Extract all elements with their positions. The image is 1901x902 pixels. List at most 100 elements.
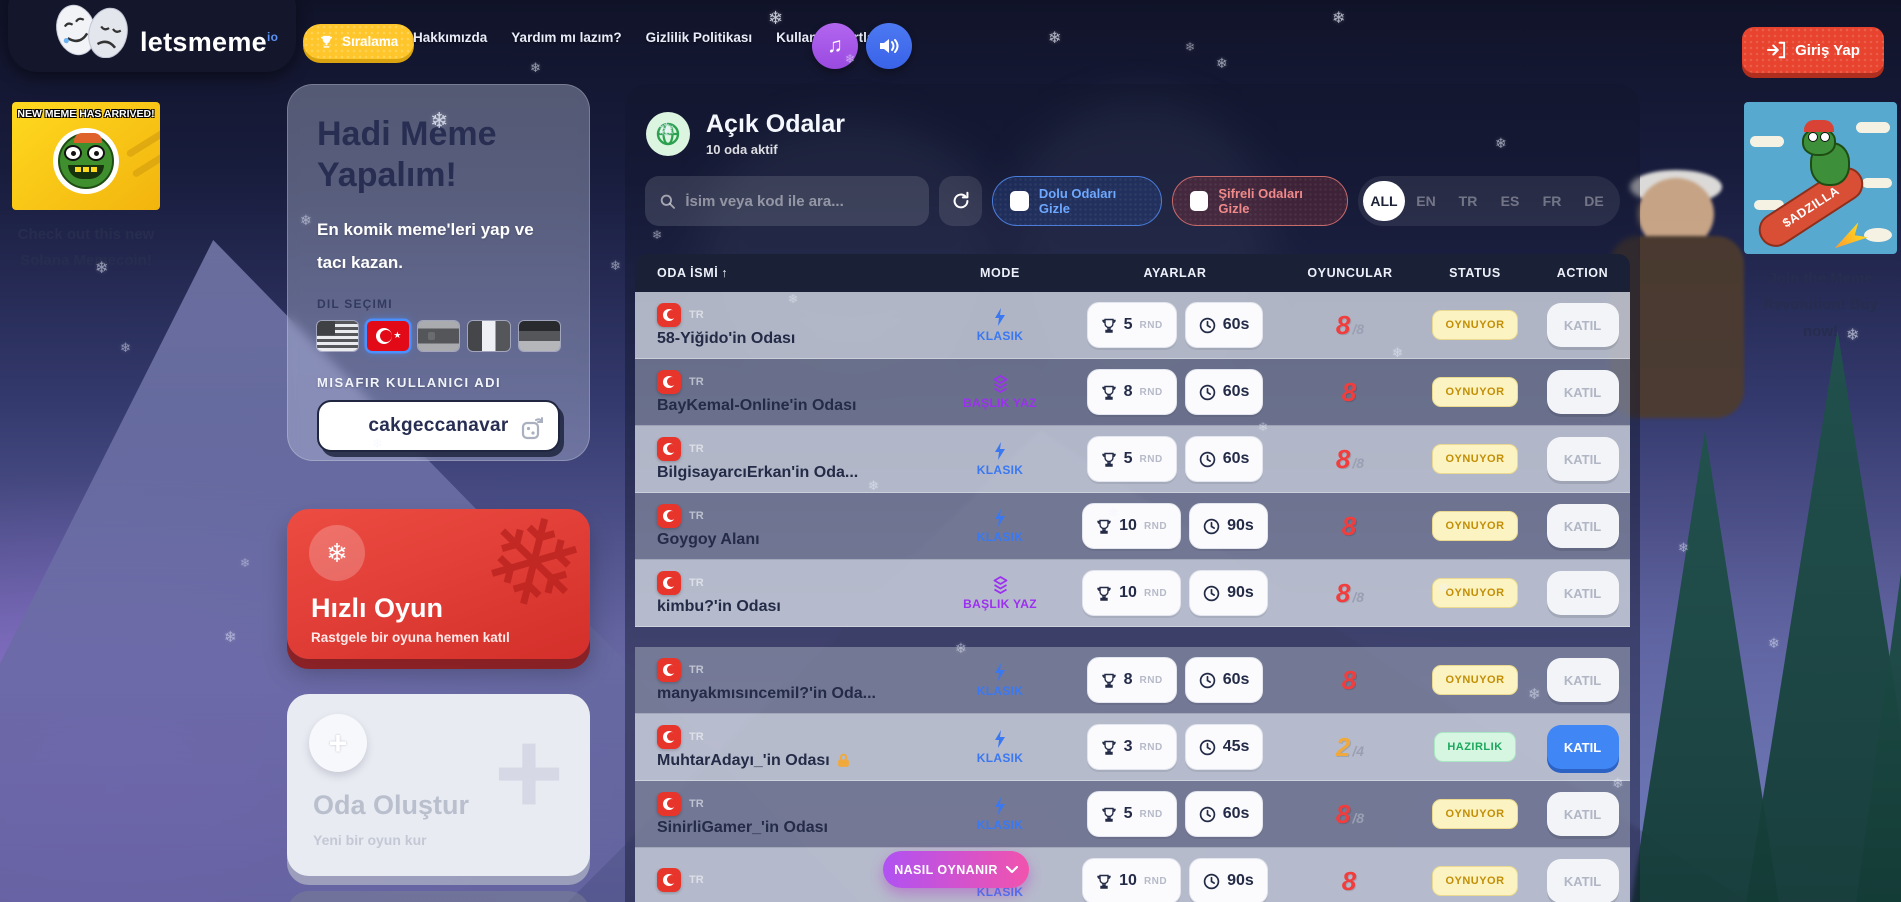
logo-suffix: io [266,30,279,44]
flag-fr[interactable] [468,321,510,352]
trophy-icon [1101,673,1116,688]
room-row: TR KLASIK 10 RND 90s 8 OYNUYOR KATIL [635,848,1630,902]
row-gap [635,627,1630,647]
tab-es[interactable]: ES [1500,193,1520,209]
nav-privacy[interactable]: Gizlilik Politikası [645,30,753,45]
flag-en[interactable] [317,321,359,352]
join-button[interactable]: KATIL [1546,792,1619,836]
login-button[interactable]: Giriş Yap [1742,27,1884,73]
room-search[interactable] [645,176,929,226]
search-input[interactable] [685,192,914,210]
flag-es[interactable] [417,321,460,352]
tab-de[interactable]: DE [1584,193,1604,209]
right-ad-banner[interactable]: $ADZILLA [1744,102,1897,254]
join-button[interactable]: KATIL [1546,859,1619,902]
rooms-table-header: ODA İSMİ ↑ MODE AYARLAR OYUNCULAR STATUS … [635,254,1630,292]
rounds-pill: 8 RND [1086,369,1177,415]
guest-username-field[interactable]: cakgeccanavar [317,400,560,453]
snowflake-icon: ❄ [1185,40,1196,54]
rounds-pill: 10 RND [1082,570,1182,616]
join-button[interactable]: KATIL [1546,370,1619,414]
snowflake-icon: ❄ [1048,30,1062,47]
room-row: TR 58-Yiğido'in Odası KLASIK 5 RND 60s 8/8 OYNU… [635,292,1630,359]
search-icon [660,194,675,209]
room-status-cell: OYNUYOR [1415,444,1535,474]
join-button[interactable]: KATIL [1546,437,1619,481]
room-mode: KLASIK [976,817,1024,832]
join-button[interactable]: KATIL [1546,658,1619,702]
leaderboard-label: Sıralama [342,34,399,49]
hide-locked-rooms-filter[interactable]: Şifreli Odaları Gizle [1171,176,1348,226]
snowflake-icon: ❄ [120,340,131,355]
rounds-pill: 5 RND [1086,436,1177,482]
tab-all[interactable]: ALL [1363,181,1405,221]
turkey-flag-icon [657,369,681,394]
dino-mascot-image [1802,120,1854,186]
room-mode: BAŞLIK YAZ [963,596,1037,611]
room-mode-cell: KLASIK [935,729,1065,765]
trophy-icon [320,35,333,48]
open-rooms-panel: Açık Odalar 10 oda aktif Dolu Oda [625,84,1640,902]
room-name-cell: TR manyakmısıncemil?'in Oda... [635,657,935,703]
tab-tr[interactable]: TR [1458,193,1478,209]
room-action-cell: KATIL [1535,504,1630,548]
room-language: TR [689,873,704,886]
room-mode: KLASIK [976,683,1024,698]
create-room-subtitle: Yeni bir oyun kur [313,832,427,848]
music-toggle-button[interactable]: ♫ [812,23,858,69]
globe-icon [646,111,690,156]
rooms-table: ODA İSMİ ↑ MODE AYARLAR OYUNCULAR STATUS … [635,254,1630,902]
music-note-icon: ♫ [827,34,843,57]
room-players-cell: 8 [1285,377,1415,408]
randomize-name-dice-icon[interactable] [520,415,546,446]
join-button[interactable]: KATIL [1546,504,1619,548]
duration-pill: 60s [1184,657,1264,703]
login-arrow-icon [1767,41,1786,59]
hide-locked-checkbox[interactable] [1189,191,1209,211]
quick-game-title: Hızlı Oyun [311,593,444,623]
room-action-cell: KATIL [1535,370,1630,414]
room-status-badge: OYNUYOR [1432,578,1518,608]
tab-fr[interactable]: FR [1542,193,1562,209]
header-room-name[interactable]: ODA İSMİ [657,266,719,280]
tab-en[interactable]: EN [1416,193,1436,209]
join-button[interactable]: KATIL [1546,725,1619,769]
player-count: 8 [1335,577,1351,608]
nav-help[interactable]: Yardım mı lazım? [511,30,622,45]
hide-full-checkbox[interactable] [1010,191,1029,211]
snowflake-icon: ❄ [768,8,784,28]
right-ad-caption: Join the Meme Revolution! Buy now! [1763,270,1878,340]
hide-full-rooms-filter[interactable]: Dolu Odaları Gizle [992,176,1162,226]
how-to-play-label: NASIL OYNANIR [894,862,998,877]
join-button[interactable]: KATIL [1546,303,1619,347]
join-button[interactable]: KATIL [1546,571,1619,615]
lightning-icon [995,662,1005,681]
flag-de[interactable] [518,321,561,352]
room-name-cell: TR SinirliGamer_'in Odası [635,791,935,837]
snowflake-decoration: ❄ [468,509,590,642]
logo[interactable]: letsmemeio [8,0,296,72]
room-mode-cell: KLASIK [935,662,1065,698]
sound-toggle-button[interactable] [866,23,912,69]
quick-game-card[interactable]: ❄ ❄ Hızlı Oyun Rastgele bir oyuna hemen … [287,509,590,659]
left-ad-banner[interactable]: NEW MEME HAS ARRIVED! [12,102,160,210]
rooms-active-count: 10 oda aktif [706,142,778,157]
flag-tr-selected[interactable]: ★ [367,321,409,352]
create-room-card[interactable]: + + Oda Oluştur Yeni bir oyun kur [287,694,590,876]
layers-icon [993,374,1007,393]
rounds-pill: 8 RND [1086,657,1177,703]
panel-header: Açık Odalar 10 oda aktif [646,110,845,157]
player-count: 2 [1335,731,1351,762]
room-name: 58-Yiğido'in Odası [657,329,796,347]
hero-subtitle: En komik meme'leri yap ve tacı kazan. [317,219,534,273]
leaderboard-button[interactable]: Sıralama [303,24,414,59]
room-row: TR Goygoy Alanı KLASIK 10 RND 90s 8 OYNUYOR KATI… [635,493,1630,560]
nav-about[interactable]: Hakkımızda [413,30,488,45]
refresh-rooms-button[interactable] [938,176,983,226]
room-name: manyakmısıncemil?'in Oda... [657,684,876,702]
room-action-cell: KATIL [1535,571,1630,615]
how-to-play-button[interactable]: NASIL OYNANIR [883,851,1029,888]
duration-pill: 60s [1184,302,1264,348]
room-language: TR [689,375,704,388]
